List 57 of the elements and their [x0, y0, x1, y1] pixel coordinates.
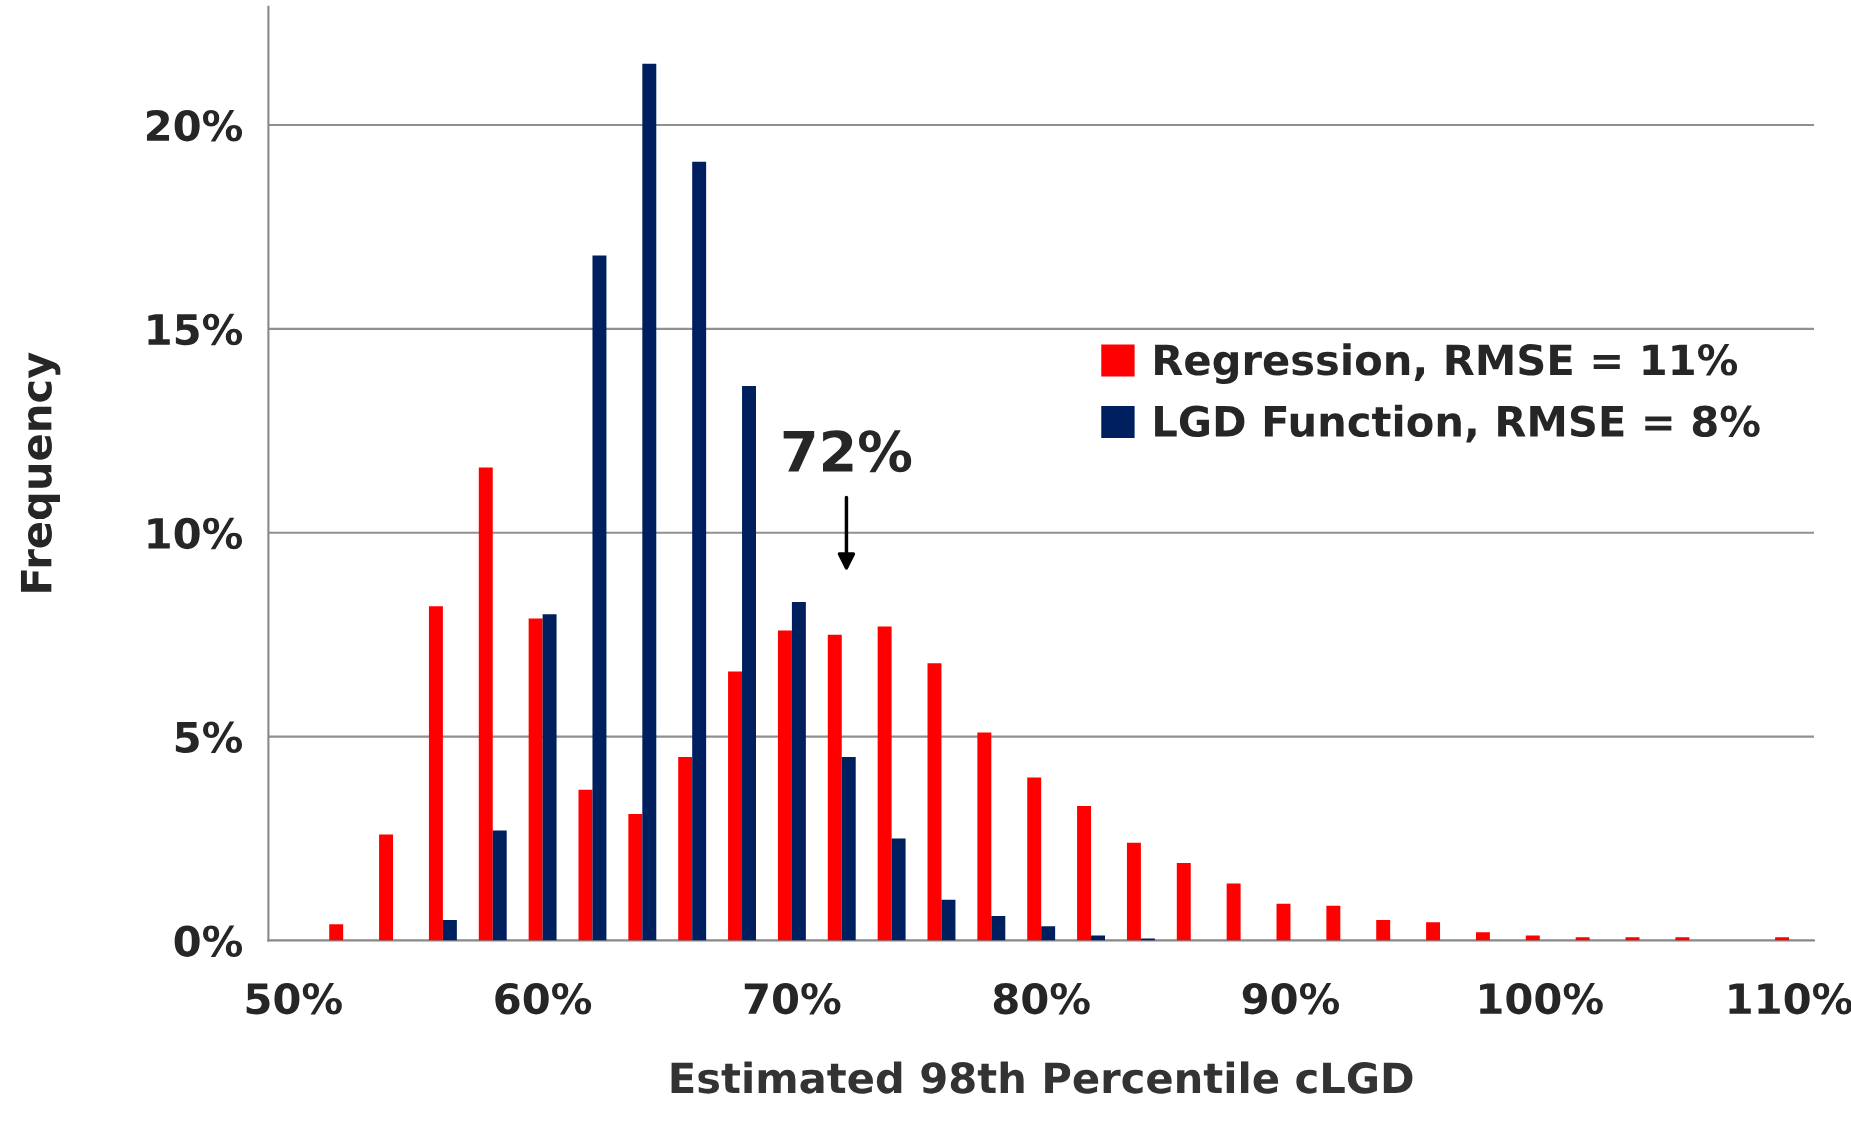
bar	[1475, 932, 1490, 941]
bar	[1675, 937, 1690, 941]
y-tick-label: 5%	[175, 721, 243, 754]
x-tick-label: 100%	[1480, 982, 1603, 1015]
x-tick-label: 50%	[246, 982, 342, 1015]
bar	[442, 920, 457, 941]
bar	[777, 630, 792, 941]
bar	[1326, 905, 1341, 941]
bar	[1176, 863, 1191, 941]
legend-label: LGD Function, RMSE = 8%	[1155, 404, 1760, 443]
bar	[379, 834, 394, 941]
annotation: 72%	[783, 430, 912, 473]
bar	[742, 385, 756, 941]
bar	[542, 614, 557, 941]
bar	[492, 830, 507, 941]
bar	[1126, 842, 1141, 941]
bar	[941, 899, 956, 941]
bar	[1426, 922, 1441, 941]
bar	[528, 618, 543, 941]
bar	[628, 814, 643, 941]
bar	[991, 916, 1006, 941]
bar	[891, 838, 906, 941]
bar	[791, 602, 806, 941]
bar	[728, 671, 743, 941]
x-tick-label: 60%	[495, 982, 592, 1015]
bar	[692, 161, 707, 941]
bar	[478, 467, 493, 941]
bar	[1027, 777, 1042, 941]
y-tick-label: 20%	[146, 109, 243, 142]
x-tick-label: 90%	[1242, 982, 1340, 1015]
bar	[578, 789, 593, 941]
bar	[1775, 937, 1790, 941]
bar	[827, 634, 842, 941]
bar	[1041, 926, 1056, 941]
bar	[1226, 883, 1241, 941]
y-tick-label: 15%	[148, 313, 243, 346]
bar	[678, 757, 693, 941]
bar	[1140, 938, 1155, 941]
bar	[877, 626, 892, 941]
y-axis-title: Frequency	[20, 352, 61, 592]
y-tick-label: 0%	[174, 925, 243, 957]
x-tick-label: 70%	[744, 982, 841, 1015]
bar	[1276, 903, 1291, 941]
x-axis-title: Estimated 98th Percentile cLGD	[671, 1061, 1413, 1094]
bar	[1077, 805, 1092, 941]
bar	[329, 924, 344, 941]
bar	[642, 63, 657, 941]
y-tick-label: 10%	[148, 517, 243, 550]
bar	[1575, 937, 1590, 941]
legend-label: Regression, RMSE = 11%	[1155, 343, 1738, 384]
x-tick-label: 80%	[993, 982, 1090, 1015]
bar	[841, 757, 856, 941]
bar	[592, 255, 607, 941]
bar	[428, 606, 443, 941]
bar	[927, 663, 942, 941]
bar	[977, 732, 992, 941]
bar	[1376, 920, 1391, 941]
